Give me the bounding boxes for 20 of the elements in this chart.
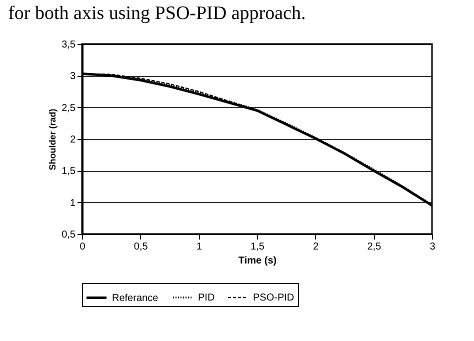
- x-tick-label: 1,5: [250, 242, 265, 252]
- x-tick-label: 3: [430, 242, 436, 252]
- y-tick-label: 3,5: [62, 40, 76, 50]
- y-tick-label: 1: [70, 198, 76, 209]
- y-tick-label: 3: [70, 71, 76, 82]
- x-axis-title: Time (s): [238, 256, 277, 266]
- x-tick-label: 2: [313, 242, 320, 252]
- legend-label: PID: [198, 292, 215, 304]
- y-axis-title: Shoulder (rad): [48, 108, 58, 170]
- y-tick-label: 1,5: [62, 166, 76, 178]
- y-tick-label: 2,5: [62, 102, 76, 114]
- text: for both axis using PSO-PID approach.: [8, 3, 306, 24]
- x-tick-label: 0: [80, 242, 86, 252]
- y-tick-label: 2: [70, 134, 76, 146]
- legend-label: PSO-PID: [253, 292, 294, 304]
- x-tick-label: 2,5: [367, 242, 382, 252]
- legend-label: Referance: [112, 292, 159, 304]
- x-tick-label: 0,5: [134, 242, 148, 252]
- x-tick-label: 1: [196, 242, 202, 252]
- y-tick-label: 0,5: [62, 230, 76, 240]
